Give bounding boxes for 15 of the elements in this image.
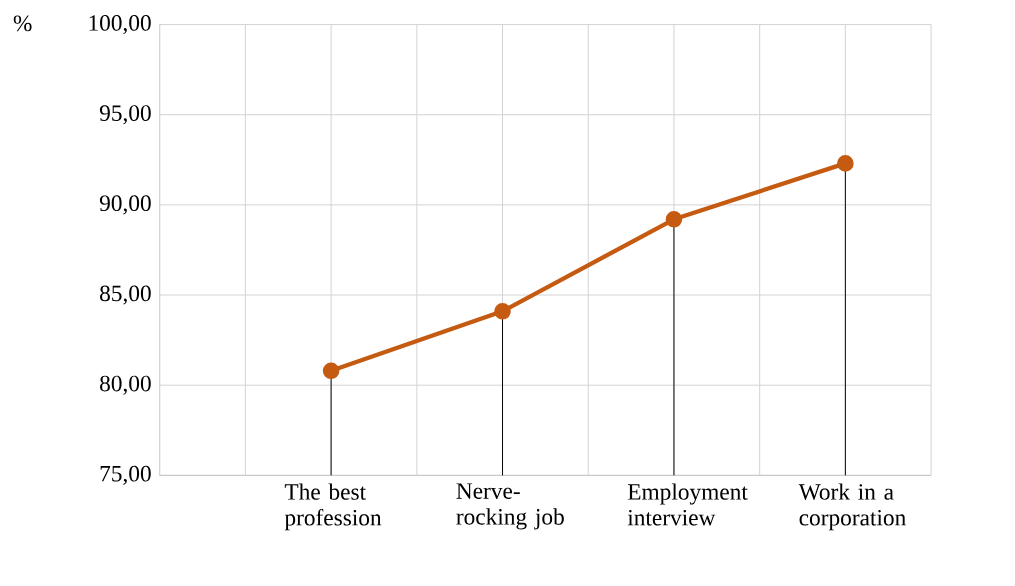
- y-tick-label: 90,00: [99, 195, 151, 215]
- point: [837, 155, 854, 172]
- point: [665, 211, 683, 228]
- y-tick-label: 100,00: [89, 15, 151, 35]
- y-tick-label: 95,00: [99, 105, 151, 125]
- y-tick-label: 85,00: [100, 285, 151, 305]
- point: [322, 362, 340, 380]
- x-tick-label: Nerve-rocking job: [456, 483, 564, 530]
- y-tick-label: 75,00: [100, 465, 151, 485]
- x-tick-label: The best profession: [284, 483, 382, 531]
- x-tick-label: Employment interview: [627, 483, 748, 526]
- y-axis-title: %: [13, 15, 32, 32]
- point: [494, 303, 511, 320]
- x-tick-label: Work in a corporation: [798, 483, 906, 531]
- y-tick-label: 80,00: [100, 375, 151, 395]
